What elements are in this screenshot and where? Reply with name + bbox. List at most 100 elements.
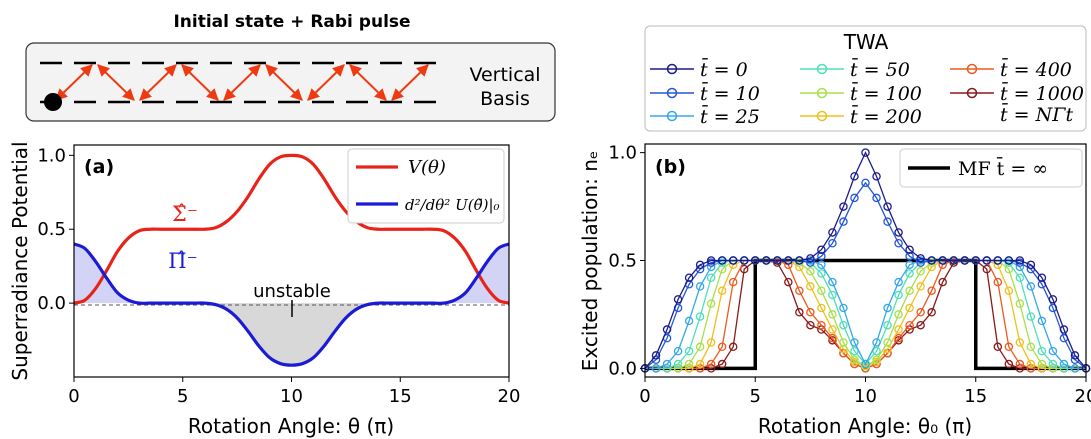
series-twa-point — [872, 172, 881, 181]
series-twa-point — [684, 346, 694, 356]
series-twa-point — [739, 256, 749, 265]
series-twa-point — [662, 364, 672, 373]
y-axis-label-a: Superradiance Potential — [8, 141, 32, 380]
series-twa-point — [861, 148, 870, 157]
series-twa-point — [883, 338, 892, 347]
x-tick-label-a: 10 — [280, 386, 303, 407]
series-twa-point — [1015, 338, 1025, 347]
series-twa-point — [739, 264, 749, 274]
basis-label-line2: Basis — [480, 88, 530, 110]
annotation-pi: Π̂⁻ — [168, 249, 197, 273]
x-tick-label-b: 0 — [639, 386, 650, 407]
series-twa-point — [1048, 346, 1058, 356]
series-twa-point — [695, 260, 705, 270]
annotation-sigma: Σ̂⁻ — [172, 202, 198, 226]
y-tick-label-b: 0.0 — [608, 358, 637, 379]
series-twa-point — [717, 256, 727, 265]
series-twa-point — [651, 364, 661, 373]
series-twa-point — [894, 228, 903, 237]
series-mf-line — [645, 258, 1086, 371]
series-twa-point — [1037, 346, 1047, 356]
series-twa-point — [806, 320, 815, 330]
legend-twa-entry: t̄ = 10 — [700, 81, 760, 105]
legend-entry-V: V(θ) — [408, 157, 446, 178]
legend-b: MF t̄ = ∞ — [899, 148, 1083, 188]
x-tick-label-a: 20 — [498, 386, 521, 407]
series-twa-point — [828, 277, 837, 287]
series-twa-point — [960, 256, 969, 265]
series-twa-point — [1037, 364, 1047, 373]
series-twa-point — [839, 320, 848, 330]
series-twa-point — [795, 256, 804, 265]
series-twa-point — [773, 256, 782, 265]
series-twa-point — [839, 303, 848, 313]
series-twa-point — [817, 251, 826, 261]
series-twa-point — [806, 308, 815, 317]
series-twa-point — [673, 346, 683, 356]
series-twa-point — [706, 299, 716, 308]
series-twa-point — [1048, 364, 1058, 373]
x-axis-label-a: Rotation Angle: θ (π) — [188, 414, 394, 438]
series-twa-point — [905, 245, 914, 254]
series-twa-point — [894, 333, 903, 343]
series-twa-point — [784, 277, 793, 287]
series-twa-point — [751, 256, 760, 265]
series-twa-point — [905, 303, 914, 313]
x-tick-label-b: 5 — [750, 386, 761, 407]
series-twa-point — [695, 342, 705, 352]
legend-twa-title: TWA — [843, 30, 889, 54]
legend-twa-marker — [816, 63, 828, 75]
legend-twa-entry: t̄ = 50 — [850, 57, 910, 81]
series-twa-point — [905, 251, 914, 261]
legend-a: V(θ) d²/dθ² U(θ̃)|₀ — [347, 148, 505, 224]
series-twa-point — [684, 364, 694, 373]
series-twa-point — [839, 338, 848, 347]
series-twa-point — [993, 256, 1003, 265]
series-twa-point — [1059, 359, 1069, 369]
series-twa-point — [872, 355, 881, 364]
series-twa-point — [927, 286, 936, 295]
legend-twa-entry: t̄ = 1000 — [1000, 81, 1084, 105]
series-twa-point — [828, 228, 837, 237]
series-twa-point — [839, 202, 848, 211]
series-twa-point — [1004, 342, 1014, 352]
series-twa-point — [673, 295, 683, 304]
legend-twa: TWA t̄ = 0t̄ = 10t̄ = 25t̄ = 50t̄ = 100t… — [644, 25, 1087, 132]
series-twa-point — [828, 333, 837, 343]
rabi-arrow — [391, 64, 429, 101]
x-tick-label-b: 10 — [854, 386, 877, 407]
series-twa-point — [872, 338, 881, 347]
series-twa-line — [645, 259, 1086, 370]
series-twa-point — [927, 308, 936, 317]
series-twa-point — [817, 260, 826, 270]
x-tick-label-a: 5 — [177, 386, 188, 407]
series-twa-point — [684, 359, 694, 369]
series-twa-point — [817, 320, 826, 330]
series-twa-point — [883, 303, 892, 313]
series-twa-point — [993, 277, 1003, 287]
series-twa-point — [861, 359, 870, 369]
series-twa-point — [1026, 260, 1036, 270]
series-twa-point — [1048, 359, 1058, 369]
series-twa-point — [662, 325, 672, 334]
series-twa-point — [1037, 359, 1047, 369]
series-twa-point — [1015, 273, 1025, 283]
rabi-arrow — [265, 64, 303, 101]
series-twa-point — [706, 359, 716, 369]
series-twa-point — [894, 290, 903, 300]
rabi-arrow — [223, 64, 261, 101]
series-twa-point — [706, 338, 716, 347]
rabi-arrow — [349, 64, 387, 101]
series-twa-point — [717, 264, 727, 274]
series-twa-point — [1026, 364, 1036, 373]
panel-a: 0 5 10 15 20 0.0 0.5 1.0 (a) Rotation Angle: θ … — [8, 141, 520, 438]
legend-twa-marker — [666, 63, 678, 75]
panel-label-b: (b) — [655, 156, 686, 178]
series-twa-point — [706, 364, 716, 373]
series-twa-point — [706, 256, 716, 265]
x-axis-label-b: Rotation Angle: θ₀ (π) — [758, 414, 972, 438]
series-twa-point — [894, 277, 903, 287]
series-twa-point — [806, 267, 815, 276]
series-twa-point — [717, 342, 727, 352]
series-twa-point — [905, 286, 914, 295]
